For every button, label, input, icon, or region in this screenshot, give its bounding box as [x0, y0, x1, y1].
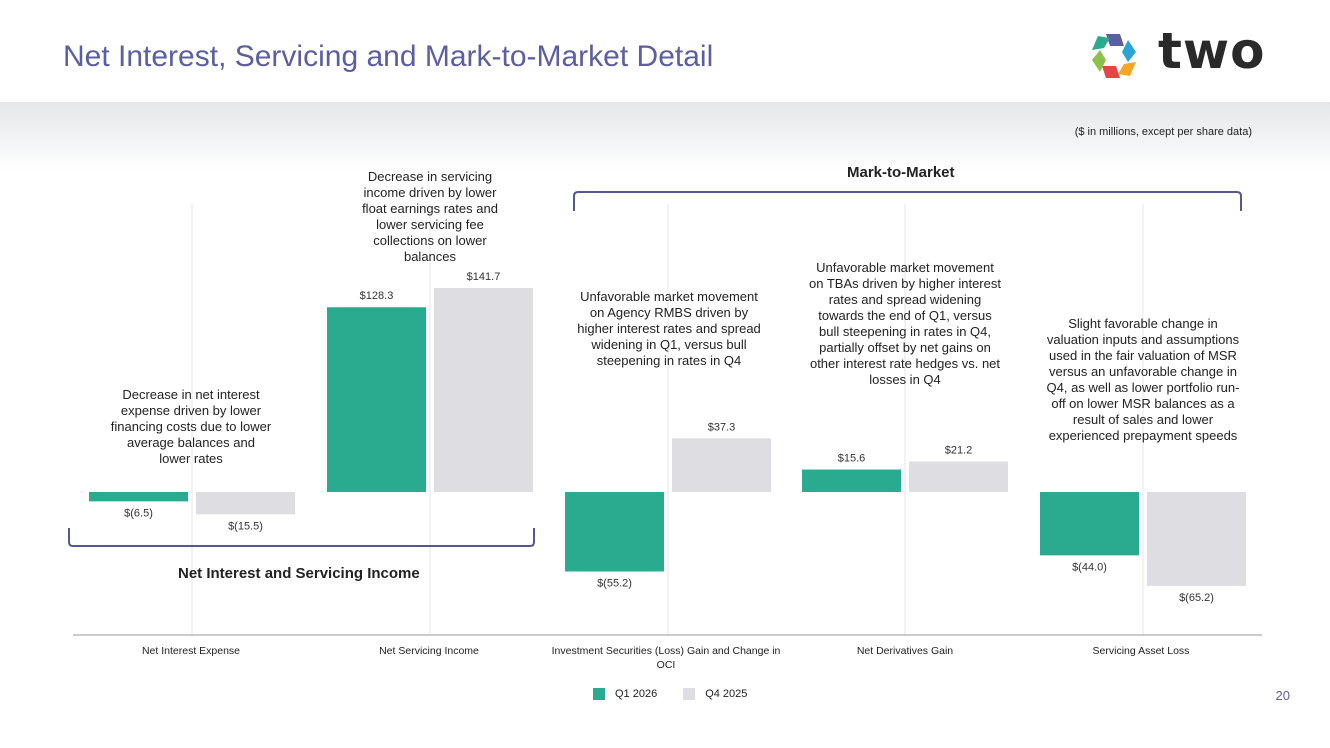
category-label-investment-securities: Investment Securities (Loss) Gain and Ch…	[551, 645, 781, 671]
annotation-investment-securities: Unfavorable market movement on Agency RM…	[577, 289, 761, 368]
legend-label-q4: Q4 2025	[705, 688, 748, 700]
bar-q1-0	[89, 492, 188, 502]
group-label-net-interest-servicing: Net Interest and Servicing Income	[178, 565, 420, 582]
category-label-net-servicing-income: Net Servicing Income	[379, 645, 479, 657]
bar-q4-4	[1147, 492, 1246, 586]
annotation-servicing: Decrease in servicing income driven by l…	[362, 169, 498, 264]
legend-item-q1: Q1 2026	[593, 688, 657, 700]
page-number: 20	[1275, 688, 1290, 703]
bracket-net-interest-servicing	[68, 528, 535, 547]
legend-swatch-q1	[593, 688, 605, 700]
category-label-net-interest-expense: Net Interest Expense	[141, 645, 241, 657]
bar-q4-1	[434, 287, 533, 492]
legend-label-q1: Q1 2026	[615, 688, 658, 700]
data-label-q4-2: $37.3	[708, 421, 736, 433]
legend-swatch-q4	[683, 688, 696, 700]
data-label-q1-3: $15.6	[838, 453, 866, 465]
logo-mark-icon	[1092, 34, 1136, 78]
bracket-mark-to-market	[573, 191, 1242, 211]
bar-q1-4	[1040, 492, 1139, 556]
annotation-derivatives: Unfavorable market movement on TBAs driv…	[809, 260, 1001, 387]
bar-q4-0	[196, 492, 295, 515]
data-label-q4-0: $(15.5)	[228, 520, 263, 532]
bar-q1-3	[802, 469, 901, 492]
units-note: ($ in millions, except per share data)	[1074, 126, 1252, 138]
annotation-net-interest: Decrease in net interest expense driven …	[110, 387, 272, 466]
header-band	[0, 102, 1330, 172]
data-label-q1-2: $(55.2)	[597, 577, 632, 589]
data-label-q1-4: $(44.0)	[1072, 561, 1107, 573]
data-label-q4-4: $(65.2)	[1179, 592, 1214, 604]
bar-q1-1	[327, 307, 426, 492]
bar-q4-3	[909, 461, 1008, 492]
legend-item-q4: Q4 2025	[683, 688, 747, 700]
category-label-servicing-asset-loss: Servicing Asset Loss	[1092, 645, 1190, 657]
category-label-net-derivatives-gain: Net Derivatives Gain	[856, 645, 954, 657]
bar-q1-2	[565, 492, 664, 572]
data-label-q4-1: $141.7	[467, 271, 501, 283]
bar-q4-2	[672, 438, 771, 492]
page-title: Net Interest, Servicing and Mark-to-Mark…	[63, 40, 714, 73]
logo-text: two	[1158, 22, 1266, 80]
chart-legend: Q1 2026 Q4 2025	[593, 688, 773, 700]
data-label-q1-1: $128.3	[360, 290, 394, 302]
data-label-q4-3: $21.2	[945, 444, 973, 456]
annotation-servicing-asset: Slight favorable change in valuation inp…	[1046, 316, 1240, 443]
group-label-mark-to-market: Mark-to-Market	[847, 164, 955, 181]
data-label-q1-0: $(6.5)	[124, 507, 153, 519]
